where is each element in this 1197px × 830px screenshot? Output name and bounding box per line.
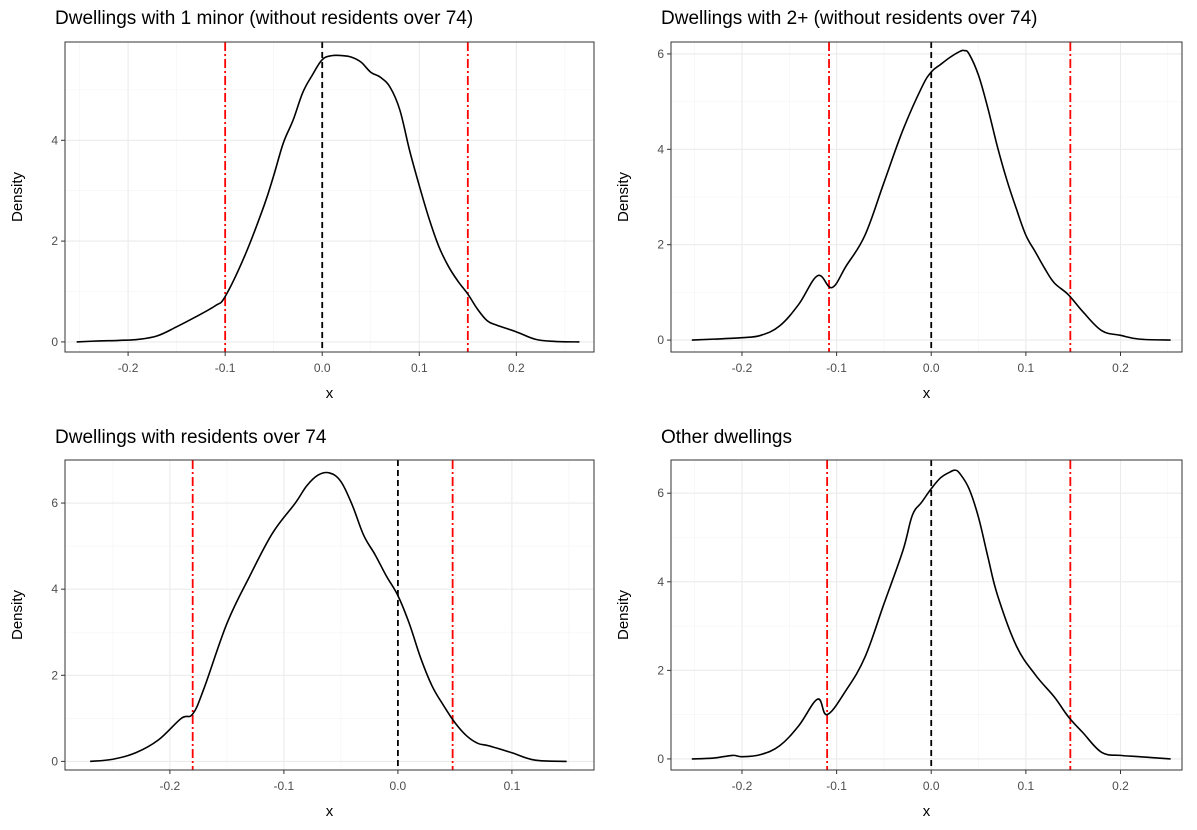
panel-title: Other dwellings [661, 427, 792, 448]
y-tick-label: 4 [657, 575, 664, 589]
density-panel: Dwellings with 2+ (without residents ove… [615, 8, 1183, 402]
x-tick-label: -0.1 [826, 361, 847, 375]
panel-border [64, 459, 595, 771]
x-tick-label: 0.0 [314, 361, 331, 375]
panel-border [64, 41, 595, 353]
density-panel: Dwellings with residents over 74 -0.2 -0.1… [9, 427, 595, 820]
y-tick-label: 6 [657, 47, 664, 61]
x-tick-label: 0.1 [411, 361, 428, 375]
x-axis-title: x [326, 385, 334, 402]
x-tick-label: -0.1 [215, 361, 236, 375]
density-panel: Dwellings with 1 minor (without resident… [9, 8, 595, 402]
y-tick-label: 6 [51, 496, 58, 510]
x-axis-title: x [923, 803, 931, 820]
panel-title: Dwellings with residents over 74 [55, 427, 327, 448]
density-curve [90, 471, 567, 763]
y-axis-title: Density [615, 589, 632, 640]
density-curve [691, 49, 1171, 341]
panel-border [670, 459, 1183, 771]
x-tick-label: -0.1 [274, 779, 295, 793]
x-tick-label: -0.2 [160, 779, 181, 793]
x-tick-label: 0.1 [1018, 361, 1035, 375]
x-tick-label: 0.0 [923, 361, 940, 375]
y-tick-label: 4 [51, 582, 58, 596]
y-tick-label: 2 [657, 238, 664, 252]
y-tick-label: 0 [657, 333, 664, 347]
panel-border [670, 41, 1183, 353]
y-tick-label: 2 [51, 234, 58, 248]
y-tick-label: 2 [51, 668, 58, 682]
x-tick-label: -0.2 [732, 779, 753, 793]
x-tick-label: -0.2 [118, 361, 139, 375]
x-tick-label: 0.2 [1112, 361, 1129, 375]
panel-title: Dwellings with 1 minor (without resident… [55, 8, 473, 29]
x-axis-title: x [326, 803, 334, 820]
y-tick-label: 4 [51, 133, 58, 147]
y-axis-title: Density [615, 171, 632, 222]
x-tick-label: 0.0 [923, 779, 940, 793]
x-tick-label: 0.2 [508, 361, 525, 375]
density-panel: Other dwellings -0.2 -0.1 0.0 0.1 0.2 0 2 4 6 x Den… [615, 427, 1183, 820]
y-tick-label: 4 [657, 142, 664, 156]
y-axis-title: Density [9, 589, 26, 640]
x-axis-title: x [923, 385, 931, 402]
y-axis-title: Density [9, 171, 26, 222]
y-tick-label: 0 [51, 754, 58, 768]
x-tick-label: 0.1 [1018, 779, 1035, 793]
x-tick-label: 0.1 [504, 779, 521, 793]
panel-title: Dwellings with 2+ (without residents ove… [661, 8, 1037, 29]
x-tick-label: -0.1 [826, 779, 847, 793]
y-tick-label: 6 [657, 486, 664, 500]
density-curve [76, 54, 580, 343]
y-tick-label: 2 [657, 663, 664, 677]
y-tick-label: 0 [657, 752, 664, 766]
x-tick-label: 0.2 [1112, 779, 1129, 793]
density-curve [691, 469, 1171, 760]
y-tick-label: 0 [51, 335, 58, 349]
x-tick-label: 0.0 [390, 779, 407, 793]
x-tick-label: -0.2 [732, 361, 753, 375]
